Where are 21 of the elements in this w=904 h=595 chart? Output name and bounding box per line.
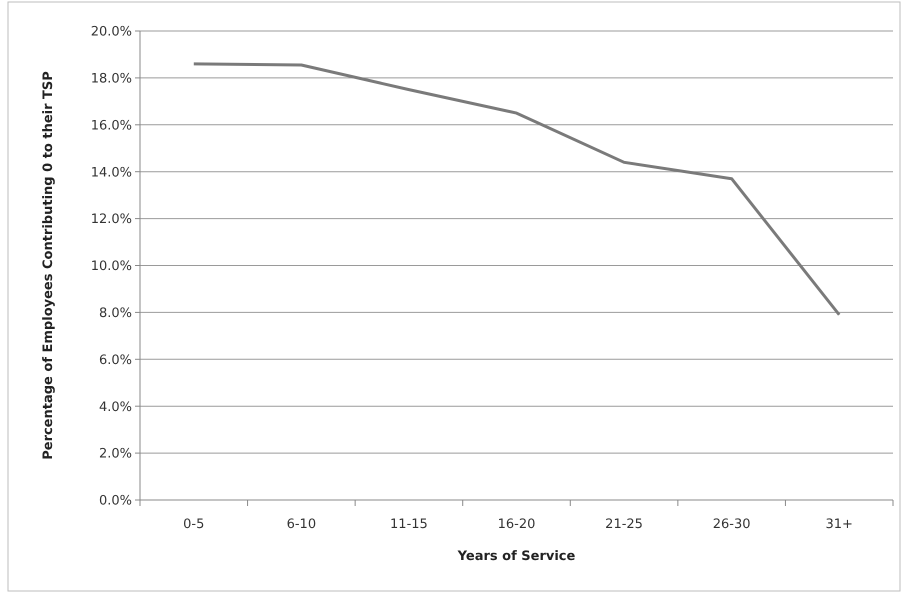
y-tick-label: 16.0% <box>90 118 132 134</box>
y-tick-label: 6.0% <box>98 352 132 368</box>
y-tick-label: 8.0% <box>98 306 132 321</box>
y-tick-label: 0.0% <box>98 494 132 509</box>
y-tick-label: 4.0% <box>98 400 132 415</box>
x-axis-title: Years of Service <box>456 549 576 564</box>
y-tick-label: 2.0% <box>98 446 132 462</box>
line-series <box>192 62 841 316</box>
y-tick-label: 20.0% <box>90 24 132 40</box>
x-tick-label: 31+ <box>825 517 853 532</box>
x-tick-label: 16-20 <box>498 517 536 532</box>
y-tick-label: 10.0% <box>90 259 132 274</box>
y-tick-label: 12.0% <box>90 212 132 228</box>
x-tick-label: 6-10 <box>286 517 316 532</box>
y-tick-label: 14.0% <box>90 165 132 180</box>
x-tick-label: 11-15 <box>390 517 428 532</box>
x-tick-label: 26-30 <box>712 517 751 532</box>
y-tick-label: 18.0% <box>90 71 132 86</box>
x-tick-label: 21-25 <box>605 517 643 532</box>
y-axis-title: Percentage of Employees Contributing 0 to their TSP <box>41 71 56 460</box>
x-tick-label: 0-5 <box>183 517 204 532</box>
